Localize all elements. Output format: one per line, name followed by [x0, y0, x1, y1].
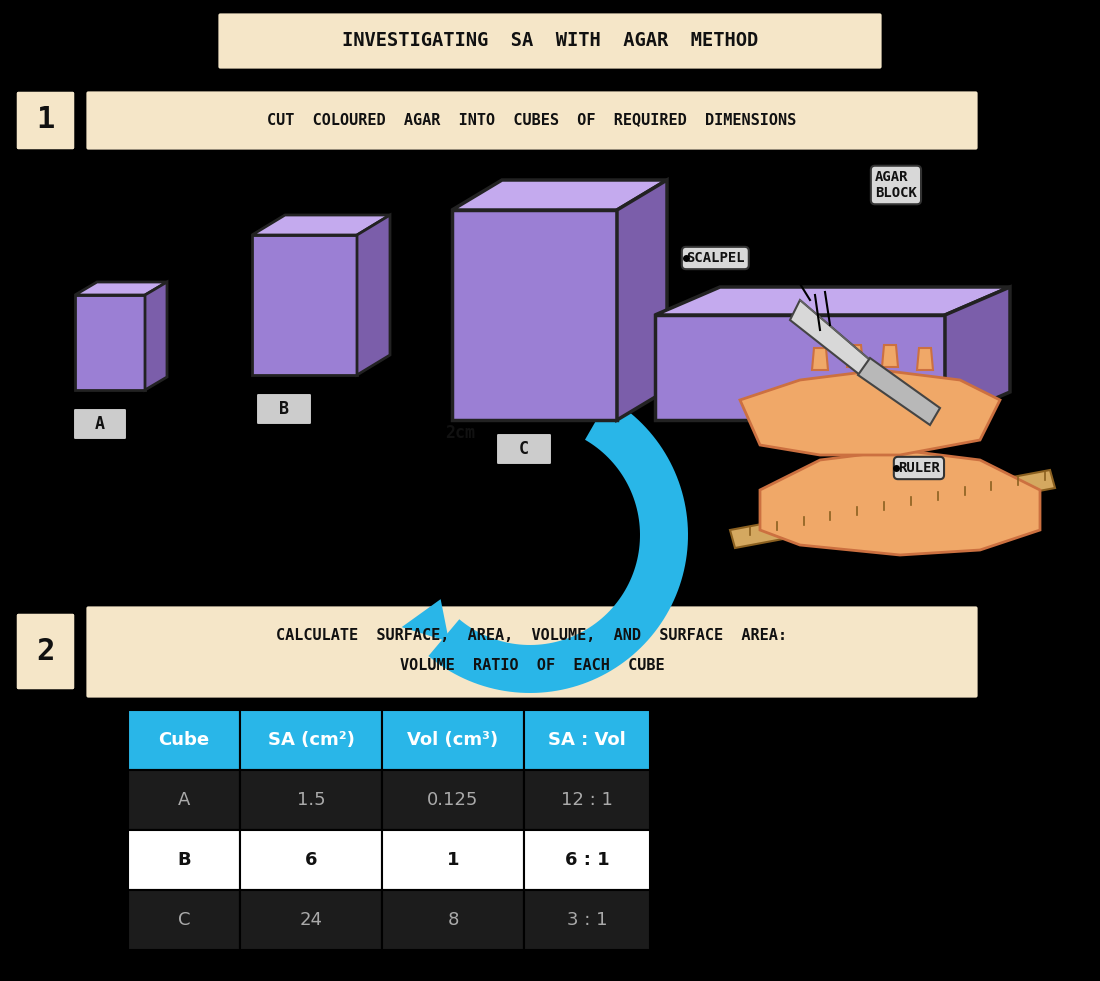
Text: Vol (cm³): Vol (cm³) — [407, 731, 498, 749]
FancyBboxPatch shape — [524, 710, 650, 770]
Text: RULER: RULER — [898, 461, 939, 475]
Polygon shape — [847, 345, 864, 367]
Text: A: A — [95, 415, 104, 433]
Text: 6: 6 — [305, 851, 317, 869]
Text: CALCULATE  SURFACE,  AREA,  VOLUME,  AND  SURFACE  AREA:: CALCULATE SURFACE, AREA, VOLUME, AND SUR… — [276, 628, 788, 643]
Text: 1: 1 — [36, 106, 54, 134]
Text: 1.5: 1.5 — [297, 791, 326, 809]
Polygon shape — [145, 282, 167, 390]
FancyBboxPatch shape — [382, 890, 524, 950]
Text: 0.125: 0.125 — [427, 791, 478, 809]
Polygon shape — [358, 215, 390, 375]
FancyBboxPatch shape — [256, 393, 312, 425]
FancyBboxPatch shape — [240, 830, 382, 890]
Polygon shape — [740, 370, 1000, 455]
FancyBboxPatch shape — [85, 90, 979, 151]
FancyBboxPatch shape — [240, 890, 382, 950]
Text: SCALPEL: SCALPEL — [686, 251, 745, 265]
Text: SA : Vol: SA : Vol — [548, 731, 626, 749]
FancyBboxPatch shape — [240, 770, 382, 830]
Text: Cube: Cube — [158, 731, 210, 749]
FancyBboxPatch shape — [128, 830, 240, 890]
Polygon shape — [75, 295, 145, 390]
Text: B: B — [279, 400, 289, 418]
FancyBboxPatch shape — [15, 612, 76, 691]
Text: AGAR
BLOCK: AGAR BLOCK — [874, 170, 917, 200]
Polygon shape — [812, 348, 828, 370]
Polygon shape — [760, 450, 1040, 555]
Text: VOLUME  RATIO  OF  EACH  CUBE: VOLUME RATIO OF EACH CUBE — [399, 657, 664, 673]
FancyBboxPatch shape — [128, 770, 240, 830]
Polygon shape — [945, 287, 1010, 420]
Text: C: C — [519, 440, 529, 458]
Text: 12 : 1: 12 : 1 — [561, 791, 613, 809]
Polygon shape — [252, 215, 390, 235]
Polygon shape — [428, 398, 688, 693]
Polygon shape — [252, 235, 358, 375]
FancyBboxPatch shape — [128, 890, 240, 950]
Text: CUT  COLOURED  AGAR  INTO  CUBES  OF  REQUIRED  DIMENSIONS: CUT COLOURED AGAR INTO CUBES OF REQUIRED… — [267, 113, 796, 128]
Polygon shape — [882, 345, 898, 367]
Polygon shape — [75, 282, 167, 295]
Polygon shape — [917, 348, 933, 370]
Polygon shape — [402, 599, 449, 642]
FancyBboxPatch shape — [496, 433, 552, 465]
Text: 8: 8 — [448, 911, 459, 929]
Polygon shape — [452, 180, 667, 210]
FancyBboxPatch shape — [240, 710, 382, 770]
FancyBboxPatch shape — [524, 770, 650, 830]
Polygon shape — [730, 470, 1055, 548]
Text: 24: 24 — [299, 911, 322, 929]
Text: 1: 1 — [447, 851, 460, 869]
Text: SA (cm²): SA (cm²) — [267, 731, 354, 749]
Text: 2: 2 — [36, 637, 54, 665]
Text: 2cm: 2cm — [446, 424, 475, 442]
Polygon shape — [617, 180, 667, 420]
Text: C: C — [178, 911, 190, 929]
FancyBboxPatch shape — [524, 830, 650, 890]
Text: INVESTIGATING  SA  WITH  AGAR  METHOD: INVESTIGATING SA WITH AGAR METHOD — [342, 31, 758, 50]
FancyBboxPatch shape — [382, 830, 524, 890]
Polygon shape — [654, 287, 1010, 315]
Text: 6 : 1: 6 : 1 — [564, 851, 609, 869]
Polygon shape — [790, 300, 870, 375]
FancyBboxPatch shape — [382, 710, 524, 770]
FancyBboxPatch shape — [85, 605, 979, 699]
Text: 3 : 1: 3 : 1 — [566, 911, 607, 929]
FancyBboxPatch shape — [524, 890, 650, 950]
Polygon shape — [654, 315, 945, 420]
FancyBboxPatch shape — [217, 12, 883, 70]
FancyBboxPatch shape — [15, 90, 76, 151]
FancyBboxPatch shape — [382, 770, 524, 830]
FancyBboxPatch shape — [73, 408, 126, 440]
Text: B: B — [177, 851, 190, 869]
FancyBboxPatch shape — [128, 710, 240, 770]
Polygon shape — [452, 210, 617, 420]
Text: A: A — [178, 791, 190, 809]
Polygon shape — [858, 358, 940, 425]
